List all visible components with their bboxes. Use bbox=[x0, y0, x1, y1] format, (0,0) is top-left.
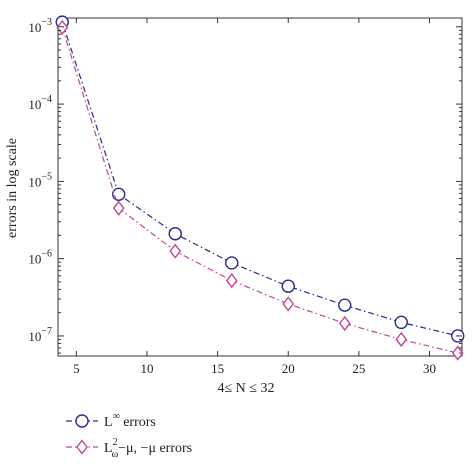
y-tick-label: 10−4 bbox=[28, 94, 52, 112]
data-point-diamond bbox=[282, 296, 295, 312]
plot-frame bbox=[57, 17, 463, 357]
data-point-circle bbox=[281, 279, 295, 293]
x-tick-label: 20 bbox=[282, 361, 295, 376]
y-axis-ticks: 10−7 10−6 10−5 10−4 10−3 bbox=[28, 17, 462, 354]
data-point-diamond bbox=[338, 315, 351, 332]
data-point-circle bbox=[338, 298, 352, 312]
data-point-circle bbox=[225, 256, 239, 270]
y-tick-label: 10−6 bbox=[28, 249, 52, 267]
y-axis-label: errors in log scale bbox=[5, 138, 20, 238]
x-tick-label: 25 bbox=[352, 361, 365, 376]
x-tick-label: 30 bbox=[423, 361, 436, 376]
legend-label: L2 ω−μ, −μ errors bbox=[104, 437, 192, 460]
series-2 bbox=[56, 19, 464, 361]
legend-label: L∞ errors bbox=[104, 411, 156, 430]
data-point-diamond bbox=[451, 345, 464, 361]
y-tick-label: 10−5 bbox=[28, 171, 52, 189]
data-point-circle bbox=[394, 315, 408, 330]
legend-circle-marker bbox=[75, 414, 89, 428]
x-tick-label: 5 bbox=[73, 361, 80, 376]
y-tick-label: 10−3 bbox=[28, 17, 52, 35]
x-axis-label: 4≤ N ≤ 32 bbox=[218, 381, 275, 396]
x-tick-label: 15 bbox=[211, 361, 224, 376]
data-point-diamond bbox=[169, 243, 182, 259]
legend: L∞ errors L2 ω−μ, −μ errors bbox=[66, 411, 192, 460]
data-point-circle bbox=[168, 227, 182, 241]
legend-entry-1: L∞ errors bbox=[66, 411, 156, 430]
y-tick-label: 10−7 bbox=[28, 326, 52, 344]
plot-area bbox=[55, 15, 465, 361]
series-line bbox=[61, 27, 458, 354]
legend-entry-2: L2 ω−μ, −μ errors bbox=[66, 437, 192, 460]
data-point-circle bbox=[112, 187, 126, 202]
data-point-diamond bbox=[225, 272, 238, 289]
data-point-diamond bbox=[395, 331, 408, 348]
x-tick-label: 10 bbox=[140, 361, 153, 376]
x-axis-ticks: 5 10 15 20 25 30 bbox=[73, 18, 436, 376]
series-1 bbox=[55, 15, 465, 343]
data-point-diamond bbox=[112, 200, 125, 216]
legend-diamond-marker bbox=[76, 439, 88, 455]
series-line bbox=[61, 21, 458, 337]
